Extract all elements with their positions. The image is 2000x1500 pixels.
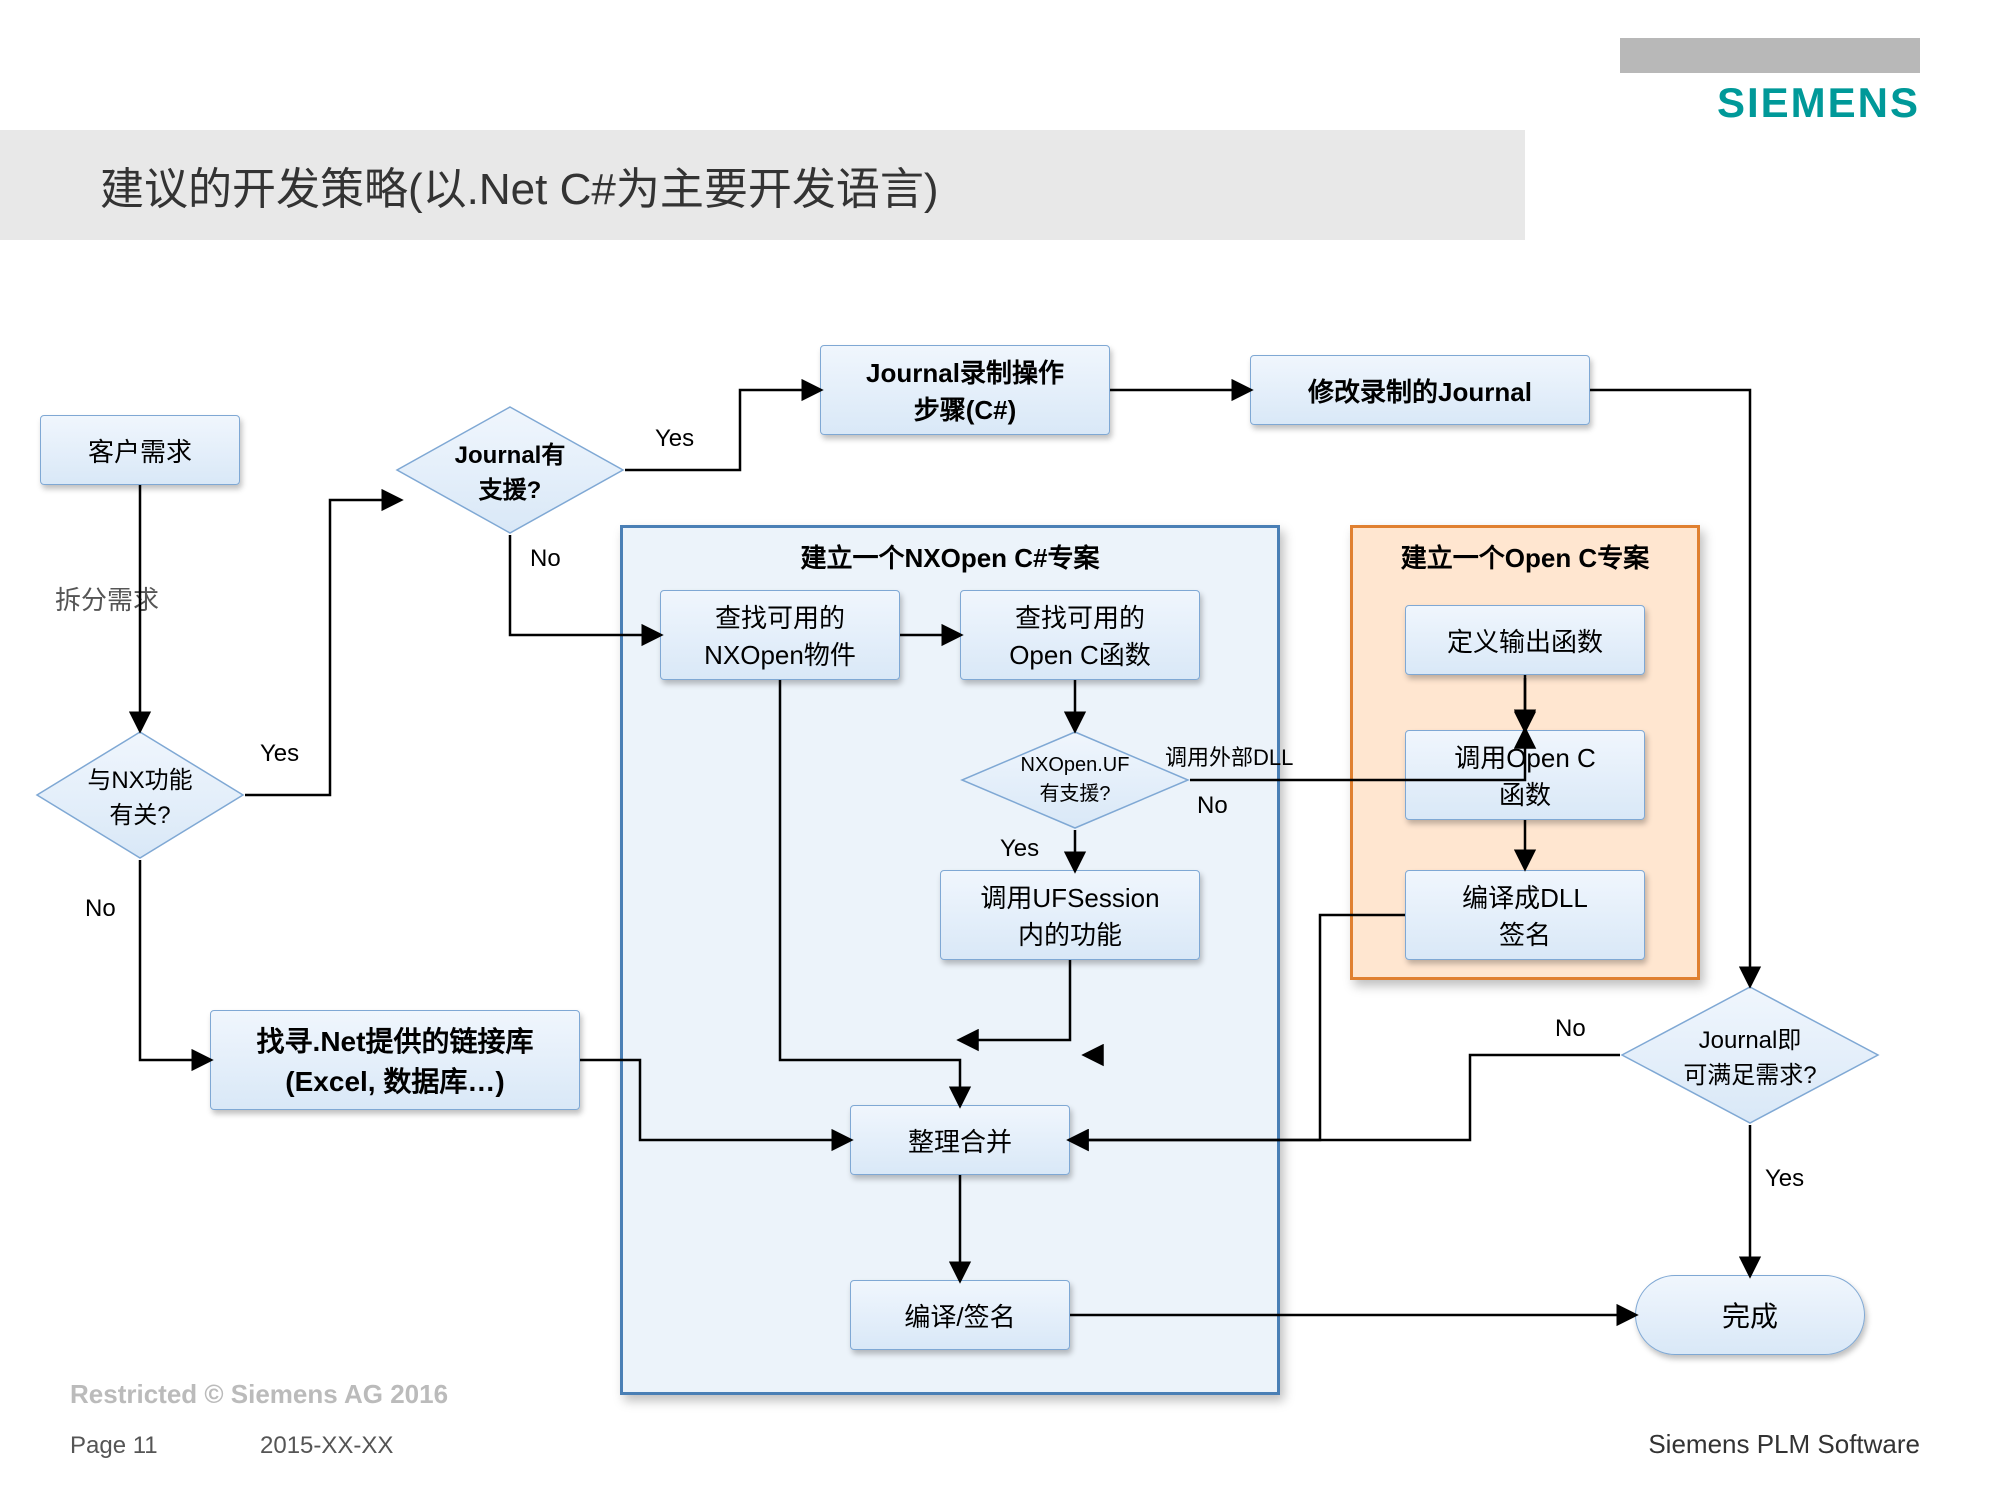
- label-journal-yes: Yes: [655, 425, 694, 453]
- footer-page: Page 11: [70, 1432, 158, 1460]
- label-uf-yes: Yes: [1000, 835, 1039, 863]
- node-customer-req: 客户需求: [40, 415, 240, 485]
- node-compile-sign: 编译/签名: [850, 1280, 1070, 1350]
- decision-satisfy: Journal即 可满足需求?: [1620, 985, 1880, 1125]
- group-openc-title: 建立一个Open C专案: [1353, 538, 1697, 575]
- node-find-nxopen: 查找可用的 NXOpen物件: [660, 590, 900, 680]
- footer-restricted: Restricted © Siemens AG 2016: [70, 1379, 448, 1410]
- label-call-dll: 调用外部DLL: [1165, 740, 1293, 772]
- node-merge: 整理合并: [850, 1105, 1070, 1175]
- node-find-net-lib: 找寻.Net提供的链接库 (Excel, 数据库…): [210, 1010, 580, 1110]
- decision-nx-label: 与NX功能 有关?: [87, 760, 192, 830]
- label-nx-no: No: [85, 895, 116, 923]
- decision-journal-label: Journal有 支援?: [455, 435, 566, 505]
- label-satisfy-yes: Yes: [1765, 1165, 1804, 1193]
- decision-satisfy-label: Journal即 可满足需求?: [1683, 1020, 1816, 1090]
- flowchart-canvas: 建立一个NXOpen C#专案 建立一个Open C专案 客户需求 拆分需求 J…: [0, 0, 2000, 1500]
- decision-nx-related: 与NX功能 有关?: [35, 730, 245, 860]
- text-split-req: 拆分需求: [55, 580, 159, 617]
- label-uf-no: No: [1197, 792, 1228, 820]
- node-find-openc: 查找可用的 Open C函数: [960, 590, 1200, 680]
- node-define-output: 定义输出函数: [1405, 605, 1645, 675]
- node-ufsession: 调用UFSession 内的功能: [940, 870, 1200, 960]
- label-satisfy-no: No: [1555, 1015, 1586, 1043]
- decision-uf-label: NXOpen.UF 有支援?: [1021, 754, 1130, 806]
- group-nxopen-title: 建立一个NXOpen C#专案: [623, 538, 1277, 575]
- decision-journal-support: Journal有 支援?: [395, 405, 625, 535]
- label-nx-yes: Yes: [260, 740, 299, 768]
- decision-uf-support: NXOpen.UF 有支援?: [960, 730, 1190, 830]
- node-call-openc: 调用Open C 函数: [1405, 730, 1645, 820]
- node-compile-dll: 编译成DLL 签名: [1405, 870, 1645, 960]
- label-journal-no: No: [530, 545, 561, 573]
- node-journal-record: Journal录制操作 步骤(C#): [820, 345, 1110, 435]
- footer-brand-right: Siemens PLM Software: [1648, 1429, 1920, 1460]
- footer-date: 2015-XX-XX: [260, 1432, 393, 1460]
- node-modify-journal: 修改录制的Journal: [1250, 355, 1590, 425]
- node-done: 完成: [1635, 1275, 1865, 1355]
